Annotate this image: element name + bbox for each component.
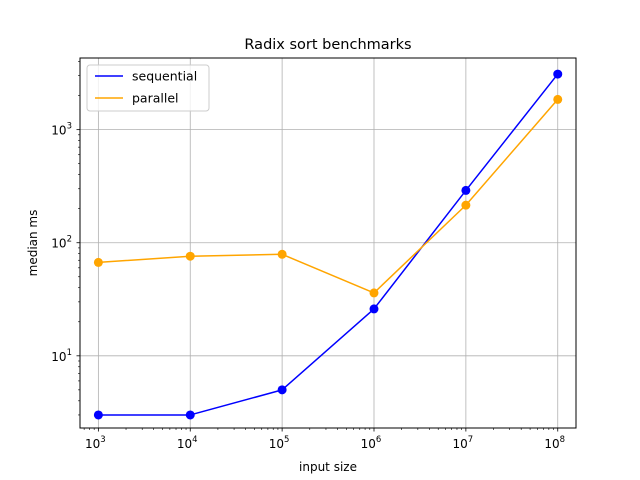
grid [80,58,576,428]
data-point-sequential [277,385,287,395]
x-tick-label: 104 [177,435,198,451]
data-point-parallel [93,257,103,267]
legend-label-sequential: sequential [132,69,197,84]
x-axis-label: input size [299,460,357,474]
x-tick-label: 108 [544,435,565,451]
data-point-parallel [369,288,379,298]
x-tick-label: 106 [361,435,382,451]
x-tick-label: 107 [453,435,474,451]
series-layer [93,69,563,420]
data-point-sequential [553,69,563,79]
data-point-sequential [369,304,379,314]
x-tick-label: 105 [269,435,290,451]
y-tick-label: 102 [51,235,72,251]
y-axis-label: median ms [26,210,40,277]
data-point-parallel [277,249,287,259]
chart-title: Radix sort benchmarks [244,37,411,53]
series-line-sequential [98,73,559,416]
data-point-sequential [185,410,195,420]
y-axis: 101 102 103 [51,61,80,416]
series-line-parallel [98,98,559,294]
legend: sequential parallel [86,64,210,112]
x-tick-label: 103 [85,435,106,451]
data-point-sequential [93,410,103,420]
data-point-sequential [461,185,471,195]
y-tick-label: 103 [51,122,72,138]
x-axis: 103 104 105 106 107 108 [83,428,565,451]
legend-label-parallel: parallel [132,91,179,106]
data-point-parallel [185,251,195,261]
data-point-parallel [553,94,563,104]
data-point-parallel [461,200,471,210]
y-tick-label: 101 [51,348,72,364]
